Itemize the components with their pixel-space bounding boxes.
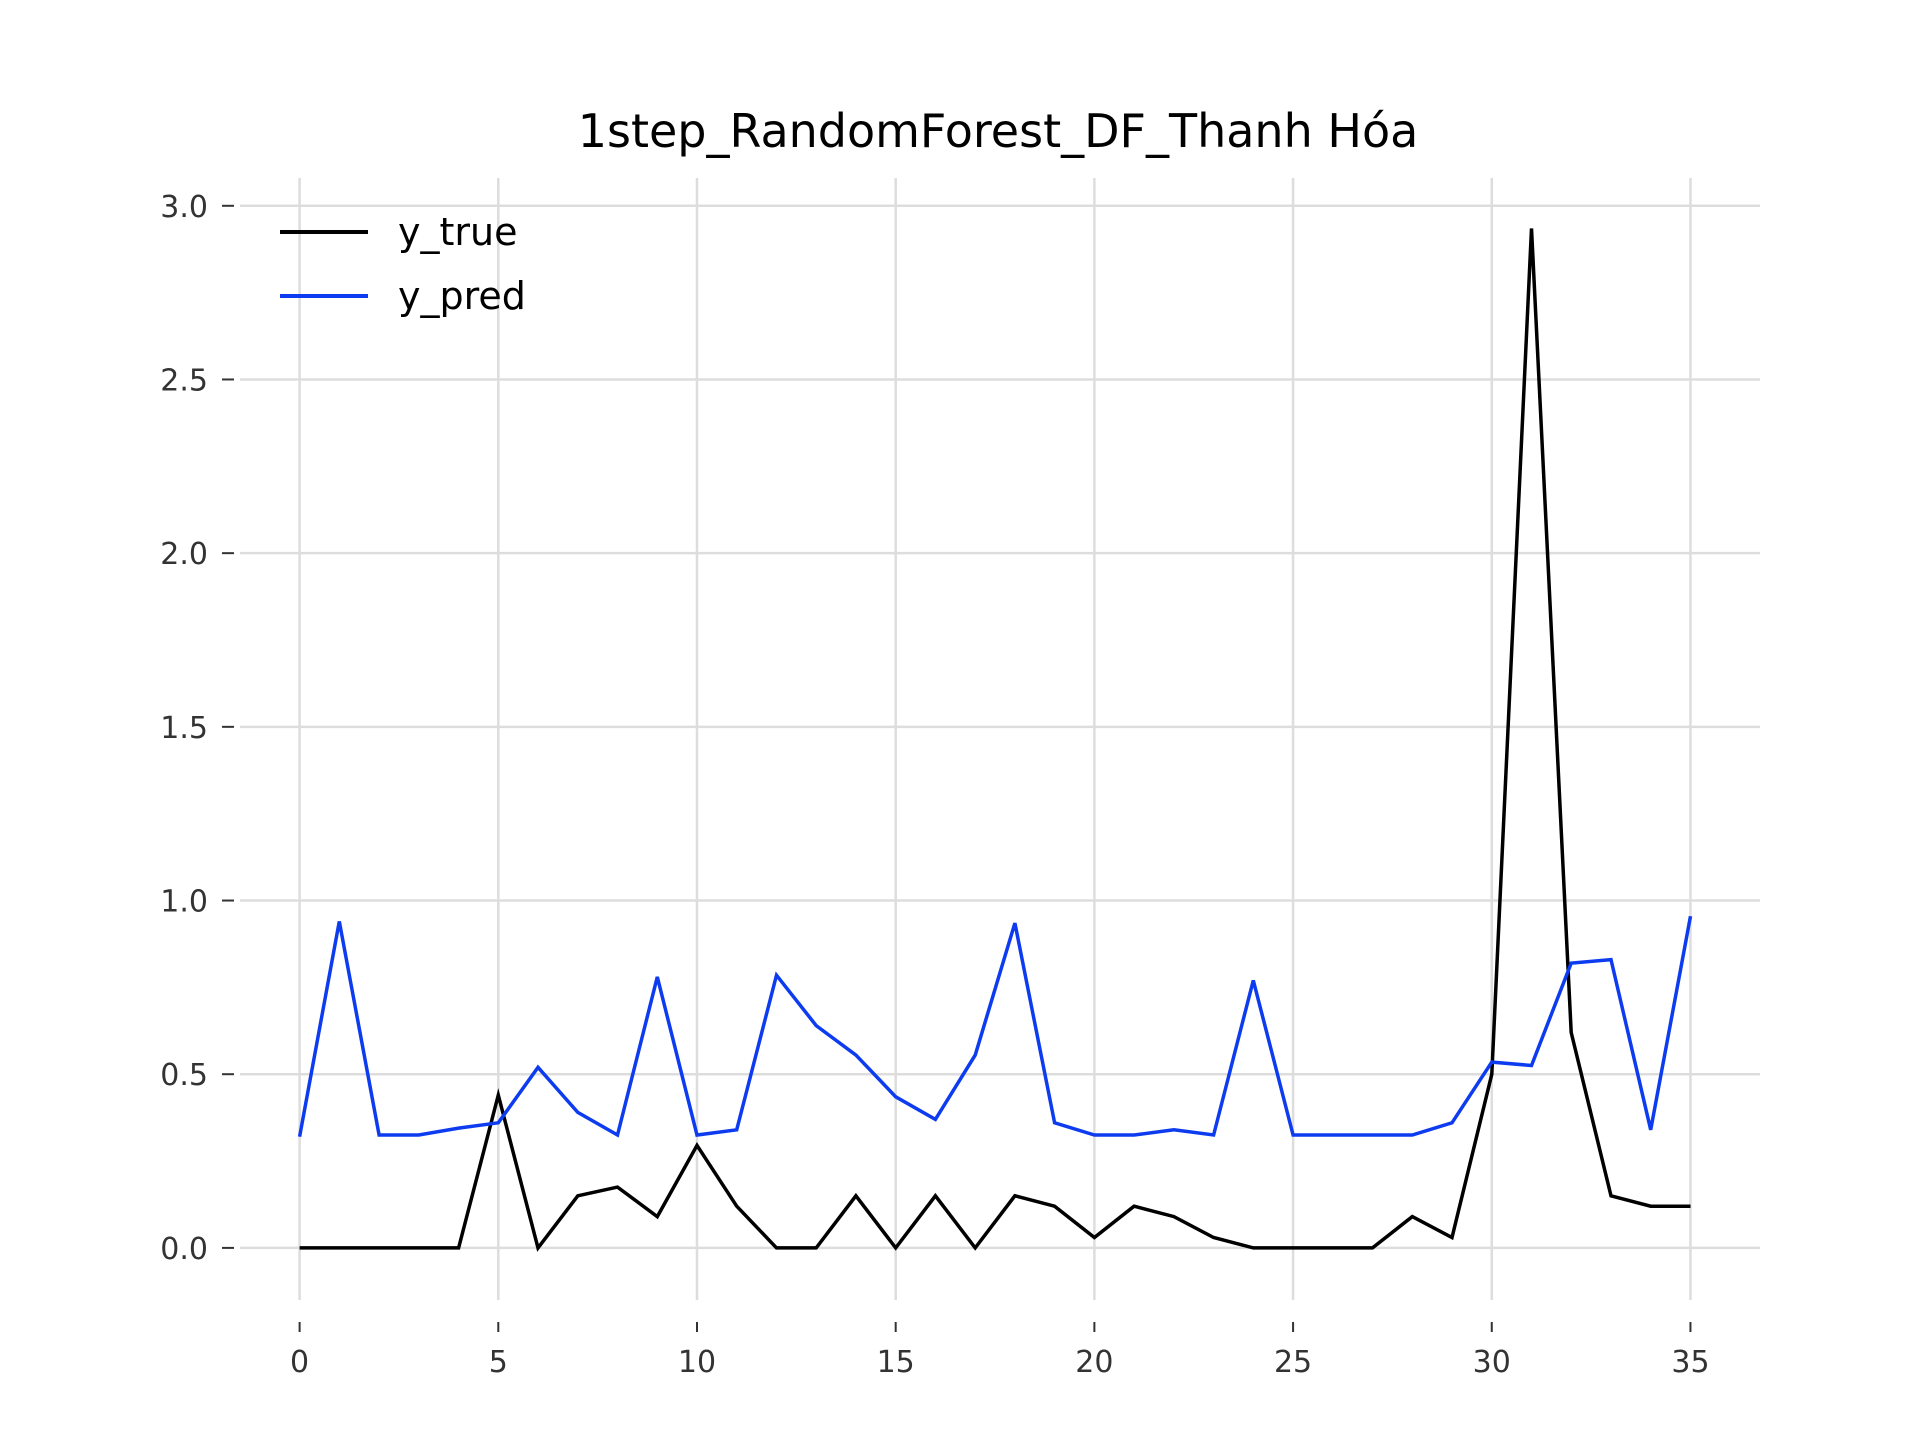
x-tick-label: 10 [678,1345,716,1380]
legend: y_true y_pred [280,210,526,318]
x-tick-label: 15 [877,1345,915,1380]
x-tick-label: 25 [1274,1345,1312,1380]
y-gridlines [240,204,1760,1250]
x-tick-label: 35 [1671,1345,1709,1380]
x-tick-label: 5 [489,1345,508,1380]
y-axis-ticks: 0.0 0.5 1.0 1.5 2.0 2.5 3.0 [160,190,234,1267]
y-tick-label: 3.0 [160,190,208,225]
legend-label-y-true: y_true [398,210,517,254]
y-tick-label: 1.5 [160,711,208,746]
chart-title: 1step_RandomForest_DF_Thanh Hóa [578,104,1419,158]
x-tick-label: 20 [1075,1345,1113,1380]
x-tick-label: 30 [1473,1345,1511,1380]
x-gridlines [298,178,1692,1300]
x-axis-ticks: 0 5 10 15 20 25 30 35 [290,1322,1710,1380]
y-tick-label: 0.0 [160,1232,208,1267]
legend-label-y-pred: y_pred [398,274,526,318]
x-tick-label: 0 [290,1345,309,1380]
series-line-y-pred [297,915,1693,1138]
series-line-y-true [299,228,1691,1252]
series-layer [297,228,1693,1252]
y-tick-label: 0.5 [160,1058,208,1093]
y-tick-label: 2.5 [160,363,208,398]
y-tick-label: 1.0 [160,885,208,920]
y-tick-label: 2.0 [160,537,208,572]
